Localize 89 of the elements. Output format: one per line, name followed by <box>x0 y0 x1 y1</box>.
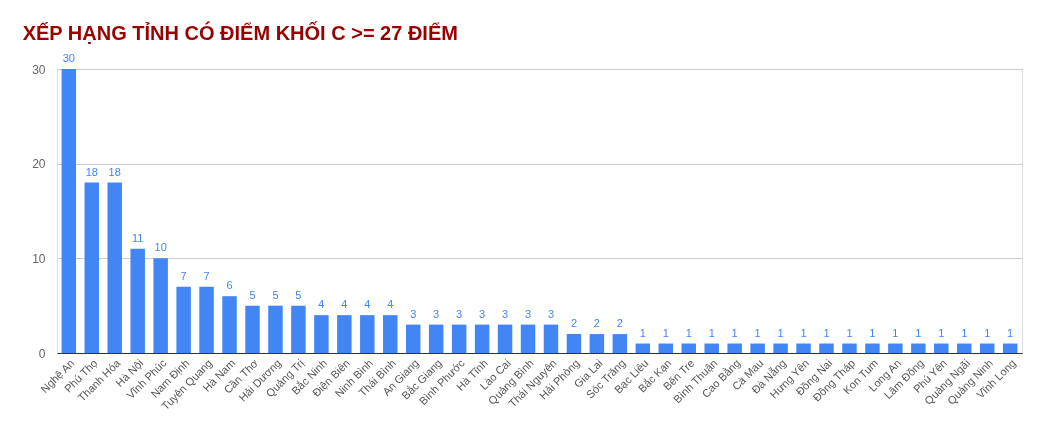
bar <box>497 324 513 353</box>
data-label: 7 <box>180 269 187 282</box>
bar <box>842 343 857 353</box>
y-tick-label: 30 <box>32 62 46 77</box>
data-label: 3 <box>456 307 463 320</box>
bar <box>566 334 582 353</box>
chart-title: XẾP HẠNG TỈNH CÓ ĐIỂM KHỐI C >= 27 ĐIỂM <box>22 21 458 44</box>
data-label: 3 <box>502 307 509 320</box>
data-label: 1 <box>754 326 761 339</box>
data-label: 5 <box>249 288 256 301</box>
data-label: 1 <box>639 326 646 339</box>
data-label: 18 <box>85 165 98 178</box>
bar <box>291 305 306 353</box>
y-tick-label: 0 <box>38 346 46 361</box>
data-label: 4 <box>341 298 348 311</box>
bar <box>911 343 926 353</box>
data-label: 1 <box>892 326 899 339</box>
bar <box>727 343 742 353</box>
bar <box>819 343 834 353</box>
data-label: 1 <box>869 326 876 339</box>
data-label: 1 <box>984 326 991 339</box>
bar <box>268 305 283 353</box>
data-label: 2 <box>593 317 600 330</box>
data-label: 3 <box>479 307 486 320</box>
bar <box>176 286 191 353</box>
bar <box>199 286 214 353</box>
data-label: 3 <box>547 307 555 320</box>
data-label: 1 <box>846 326 853 339</box>
bar <box>474 324 490 353</box>
bar <box>658 343 674 353</box>
bar <box>681 343 696 353</box>
bar <box>84 182 100 353</box>
data-label: 18 <box>108 165 121 178</box>
bar <box>635 343 651 353</box>
data-label: 1 <box>1007 326 1014 339</box>
y-tick-label: 10 <box>32 251 46 266</box>
data-label: 7 <box>203 269 210 282</box>
bar <box>796 343 811 353</box>
bar <box>383 315 398 353</box>
data-label: 5 <box>295 288 302 301</box>
data-label: 3 <box>524 307 532 320</box>
data-label: 1 <box>777 326 784 339</box>
bar <box>957 343 972 353</box>
bar <box>314 315 329 353</box>
bar <box>1002 343 1018 353</box>
data-label: 4 <box>387 298 394 311</box>
data-label: 6 <box>226 279 233 292</box>
bar <box>451 324 467 353</box>
data-label: 30 <box>62 52 75 64</box>
bar <box>130 248 145 353</box>
bar <box>934 343 949 353</box>
data-label: 1 <box>961 326 968 339</box>
data-label: 1 <box>915 326 922 339</box>
bar <box>61 69 77 353</box>
bar <box>520 324 536 353</box>
data-label: 3 <box>410 307 417 320</box>
data-label: 1 <box>938 326 945 339</box>
bar <box>589 334 605 353</box>
bar <box>245 305 260 353</box>
bar <box>543 324 559 353</box>
data-label: 4 <box>318 298 325 311</box>
data-label: 4 <box>364 298 371 311</box>
bar <box>107 182 122 353</box>
data-label: 1 <box>662 326 669 339</box>
bar <box>865 343 880 353</box>
bar <box>612 334 628 353</box>
data-label: 10 <box>154 241 167 254</box>
data-label: 1 <box>731 326 738 339</box>
data-label: 1 <box>708 326 715 339</box>
data-label: 3 <box>433 307 440 320</box>
bar <box>750 343 765 353</box>
bar <box>222 296 237 353</box>
bar <box>888 343 903 353</box>
data-label: 1 <box>823 326 830 339</box>
bar <box>153 258 168 353</box>
bar <box>979 343 995 353</box>
bar <box>773 343 788 353</box>
data-label: 2 <box>570 317 577 330</box>
bar <box>405 324 421 353</box>
bar <box>428 324 444 353</box>
bar <box>704 343 719 353</box>
data-label: 1 <box>800 326 807 339</box>
data-label: 1 <box>685 326 692 339</box>
y-tick-label: 20 <box>32 157 46 172</box>
bar <box>337 315 352 353</box>
data-label: 5 <box>272 288 279 301</box>
data-label: 2 <box>616 317 623 330</box>
bar <box>360 315 375 353</box>
data-label: 11 <box>131 231 144 244</box>
